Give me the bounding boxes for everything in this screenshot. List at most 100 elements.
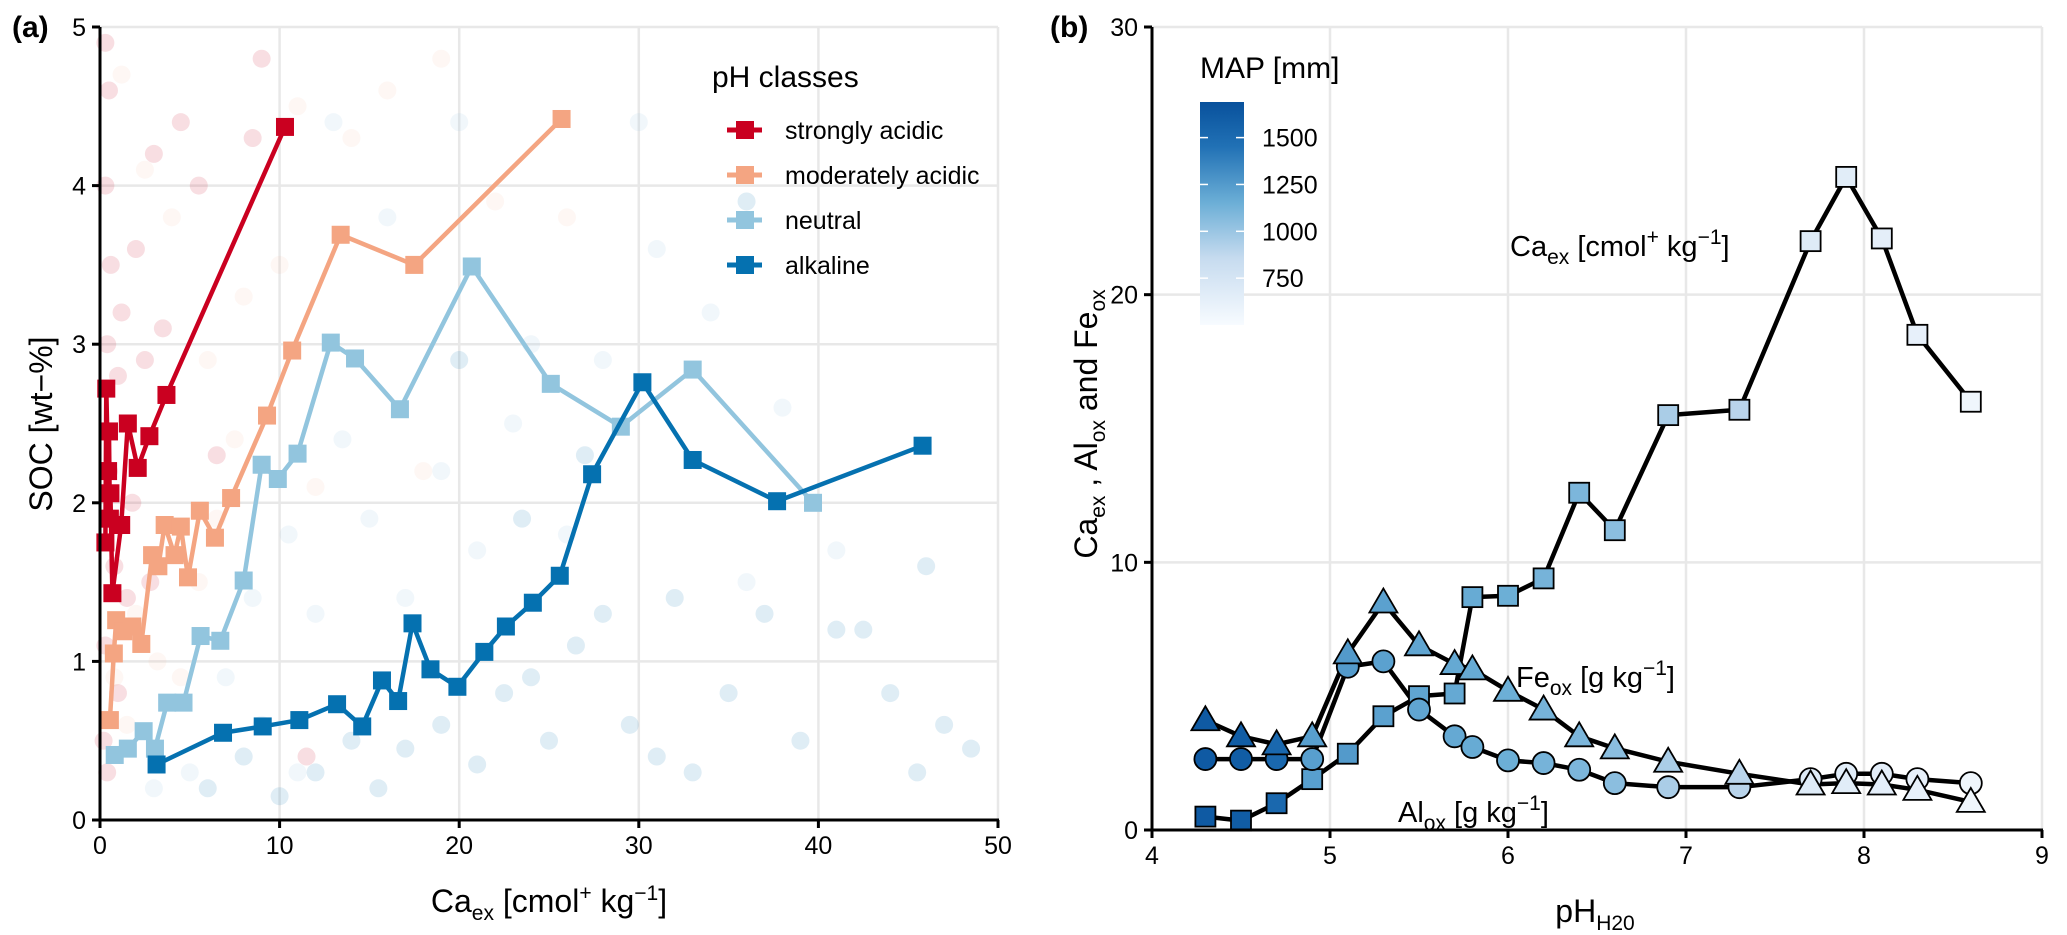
background-point-moderately-acidic	[135, 160, 154, 179]
background-point-strongly-acidic	[189, 176, 208, 195]
colorbar-tick-label: 750	[1262, 265, 1304, 293]
colorbar-tick-label: 1500	[1262, 125, 1318, 153]
background-point-alkaline	[881, 684, 900, 703]
marker-triangle-fe-ox	[1225, 720, 1257, 748]
marker-triangle-fe-ox	[1599, 732, 1631, 760]
background-point-strongly-acidic	[117, 588, 136, 607]
background-point-neutral	[432, 462, 451, 481]
background-point-alkaline	[683, 763, 702, 782]
background-point-moderately-acidic	[234, 287, 253, 306]
legend-item-strongly-acidic: strongly acidic	[727, 117, 943, 145]
marker-circle-al-ox	[1496, 748, 1520, 773]
background-point-moderately-acidic	[486, 192, 505, 211]
marker-triangle-fe-ox	[1830, 767, 1862, 795]
marker-square-ca-ex	[1603, 519, 1626, 542]
background-point-alkaline	[737, 192, 756, 211]
background-point-alkaline	[827, 620, 846, 639]
background-point-alkaline	[369, 779, 388, 798]
x-tick-label: 50	[984, 832, 1012, 860]
marker-triangle-fe-ox	[1296, 720, 1328, 748]
x-tick-label: 40	[804, 832, 832, 860]
series-point-alkaline	[253, 717, 272, 736]
background-point-moderately-acidic	[270, 255, 289, 274]
series-point-strongly-acidic	[118, 414, 137, 433]
series-moderately-acidic	[100, 109, 571, 730]
series-point-neutral	[211, 631, 230, 650]
marker-square-ca-ex	[1532, 567, 1555, 590]
background-point-neutral	[468, 541, 487, 560]
series-point-neutral	[541, 374, 560, 393]
panel-a-grid	[100, 25, 1000, 820]
background-point-alkaline	[665, 588, 684, 607]
legend-label: alkaline	[785, 252, 870, 280]
y-tick-label: 0	[72, 807, 86, 835]
series-point-moderately-acidic	[123, 617, 142, 636]
series-point-alkaline	[768, 492, 787, 511]
legend-label: moderately acidic	[785, 162, 980, 190]
marker-triangle-fe-ox	[1456, 653, 1488, 681]
panel-a-ylabel: SOC [wt−%]	[23, 336, 59, 511]
marker-square-ca-ex	[1568, 481, 1591, 504]
panel-b: 0 10 20 30 4 5 6 7 8 9 (b) Caex , Alox and Feox p…	[1050, 11, 2049, 935]
series-point-moderately-acidic	[155, 516, 174, 535]
background-point-alkaline	[396, 739, 415, 758]
series-point-alkaline	[290, 711, 309, 730]
marker-square-ca-ex	[1497, 584, 1519, 607]
background-point-alkaline	[854, 620, 873, 639]
background-point-moderately-acidic	[414, 462, 433, 481]
x-tick-label: 9	[2035, 842, 2049, 870]
marker-square-ca-ex	[1870, 227, 1893, 250]
series-point-neutral	[174, 693, 193, 712]
markers-fe-ox	[1189, 586, 1987, 813]
background-point-neutral	[629, 113, 648, 132]
legend-item-moderately-acidic: moderately acidic	[727, 162, 980, 190]
series-point-neutral	[390, 400, 409, 419]
annotation-al: Alox [g kg−1]	[1398, 792, 1549, 835]
background-point-neutral	[360, 509, 379, 528]
y-tick-label: 3	[72, 331, 86, 359]
background-point-neutral	[378, 208, 397, 227]
series-point-alkaline	[214, 723, 233, 742]
background-point-moderately-acidic	[288, 97, 307, 116]
series-point-strongly-acidic	[97, 379, 116, 398]
background-point-moderately-acidic	[171, 668, 190, 687]
colorbar-gradient	[1200, 102, 1244, 325]
marker-triangle-fe-ox	[1955, 786, 1987, 813]
background-point-moderately-acidic	[148, 652, 167, 671]
marker-square-ca-ex	[1799, 230, 1822, 253]
panel-a-legend: pH classes strongly acidic moderately aci…	[712, 61, 980, 280]
background-point-moderately-acidic	[198, 351, 217, 370]
background-point-neutral	[243, 588, 262, 607]
background-point-strongly-acidic	[123, 493, 142, 512]
background-point-strongly-acidic	[153, 319, 172, 338]
background-point-strongly-acidic	[99, 81, 118, 100]
background-point-strongly-acidic	[98, 763, 117, 782]
background-point-alkaline	[647, 747, 666, 766]
series-point-alkaline	[633, 373, 652, 392]
background-point-strongly-acidic	[243, 129, 262, 148]
series-point-neutral	[134, 722, 153, 741]
background-point-strongly-acidic	[126, 240, 145, 259]
annotation-ca: Caex [cmol+ kg−1]	[1510, 226, 1730, 269]
marker-triangle-fe-ox	[1261, 728, 1293, 756]
series-point-neutral	[288, 444, 307, 463]
series-point-neutral	[234, 571, 253, 590]
series-point-moderately-acidic	[104, 644, 123, 663]
background-point-neutral	[144, 779, 163, 798]
x-tick-label: 8	[1857, 842, 1871, 870]
series-point-neutral	[346, 349, 365, 368]
background-point-moderately-acidic	[557, 208, 576, 227]
background-point-moderately-acidic	[342, 129, 361, 148]
series-point-strongly-acidic	[157, 385, 176, 404]
background-point-strongly-acidic	[98, 335, 117, 354]
background-point-neutral	[450, 113, 469, 132]
marker-triangle-fe-ox	[1367, 586, 1399, 614]
series-point-alkaline	[448, 677, 467, 696]
marker-circle-al-ox	[1656, 775, 1681, 800]
y-tick-label: 2	[72, 490, 86, 518]
background-point-neutral	[279, 525, 298, 544]
marker-triangle-fe-ox	[1189, 704, 1221, 732]
background-point-moderately-acidic	[162, 208, 181, 227]
series-point-neutral	[145, 739, 164, 758]
series-point-alkaline	[523, 593, 542, 612]
